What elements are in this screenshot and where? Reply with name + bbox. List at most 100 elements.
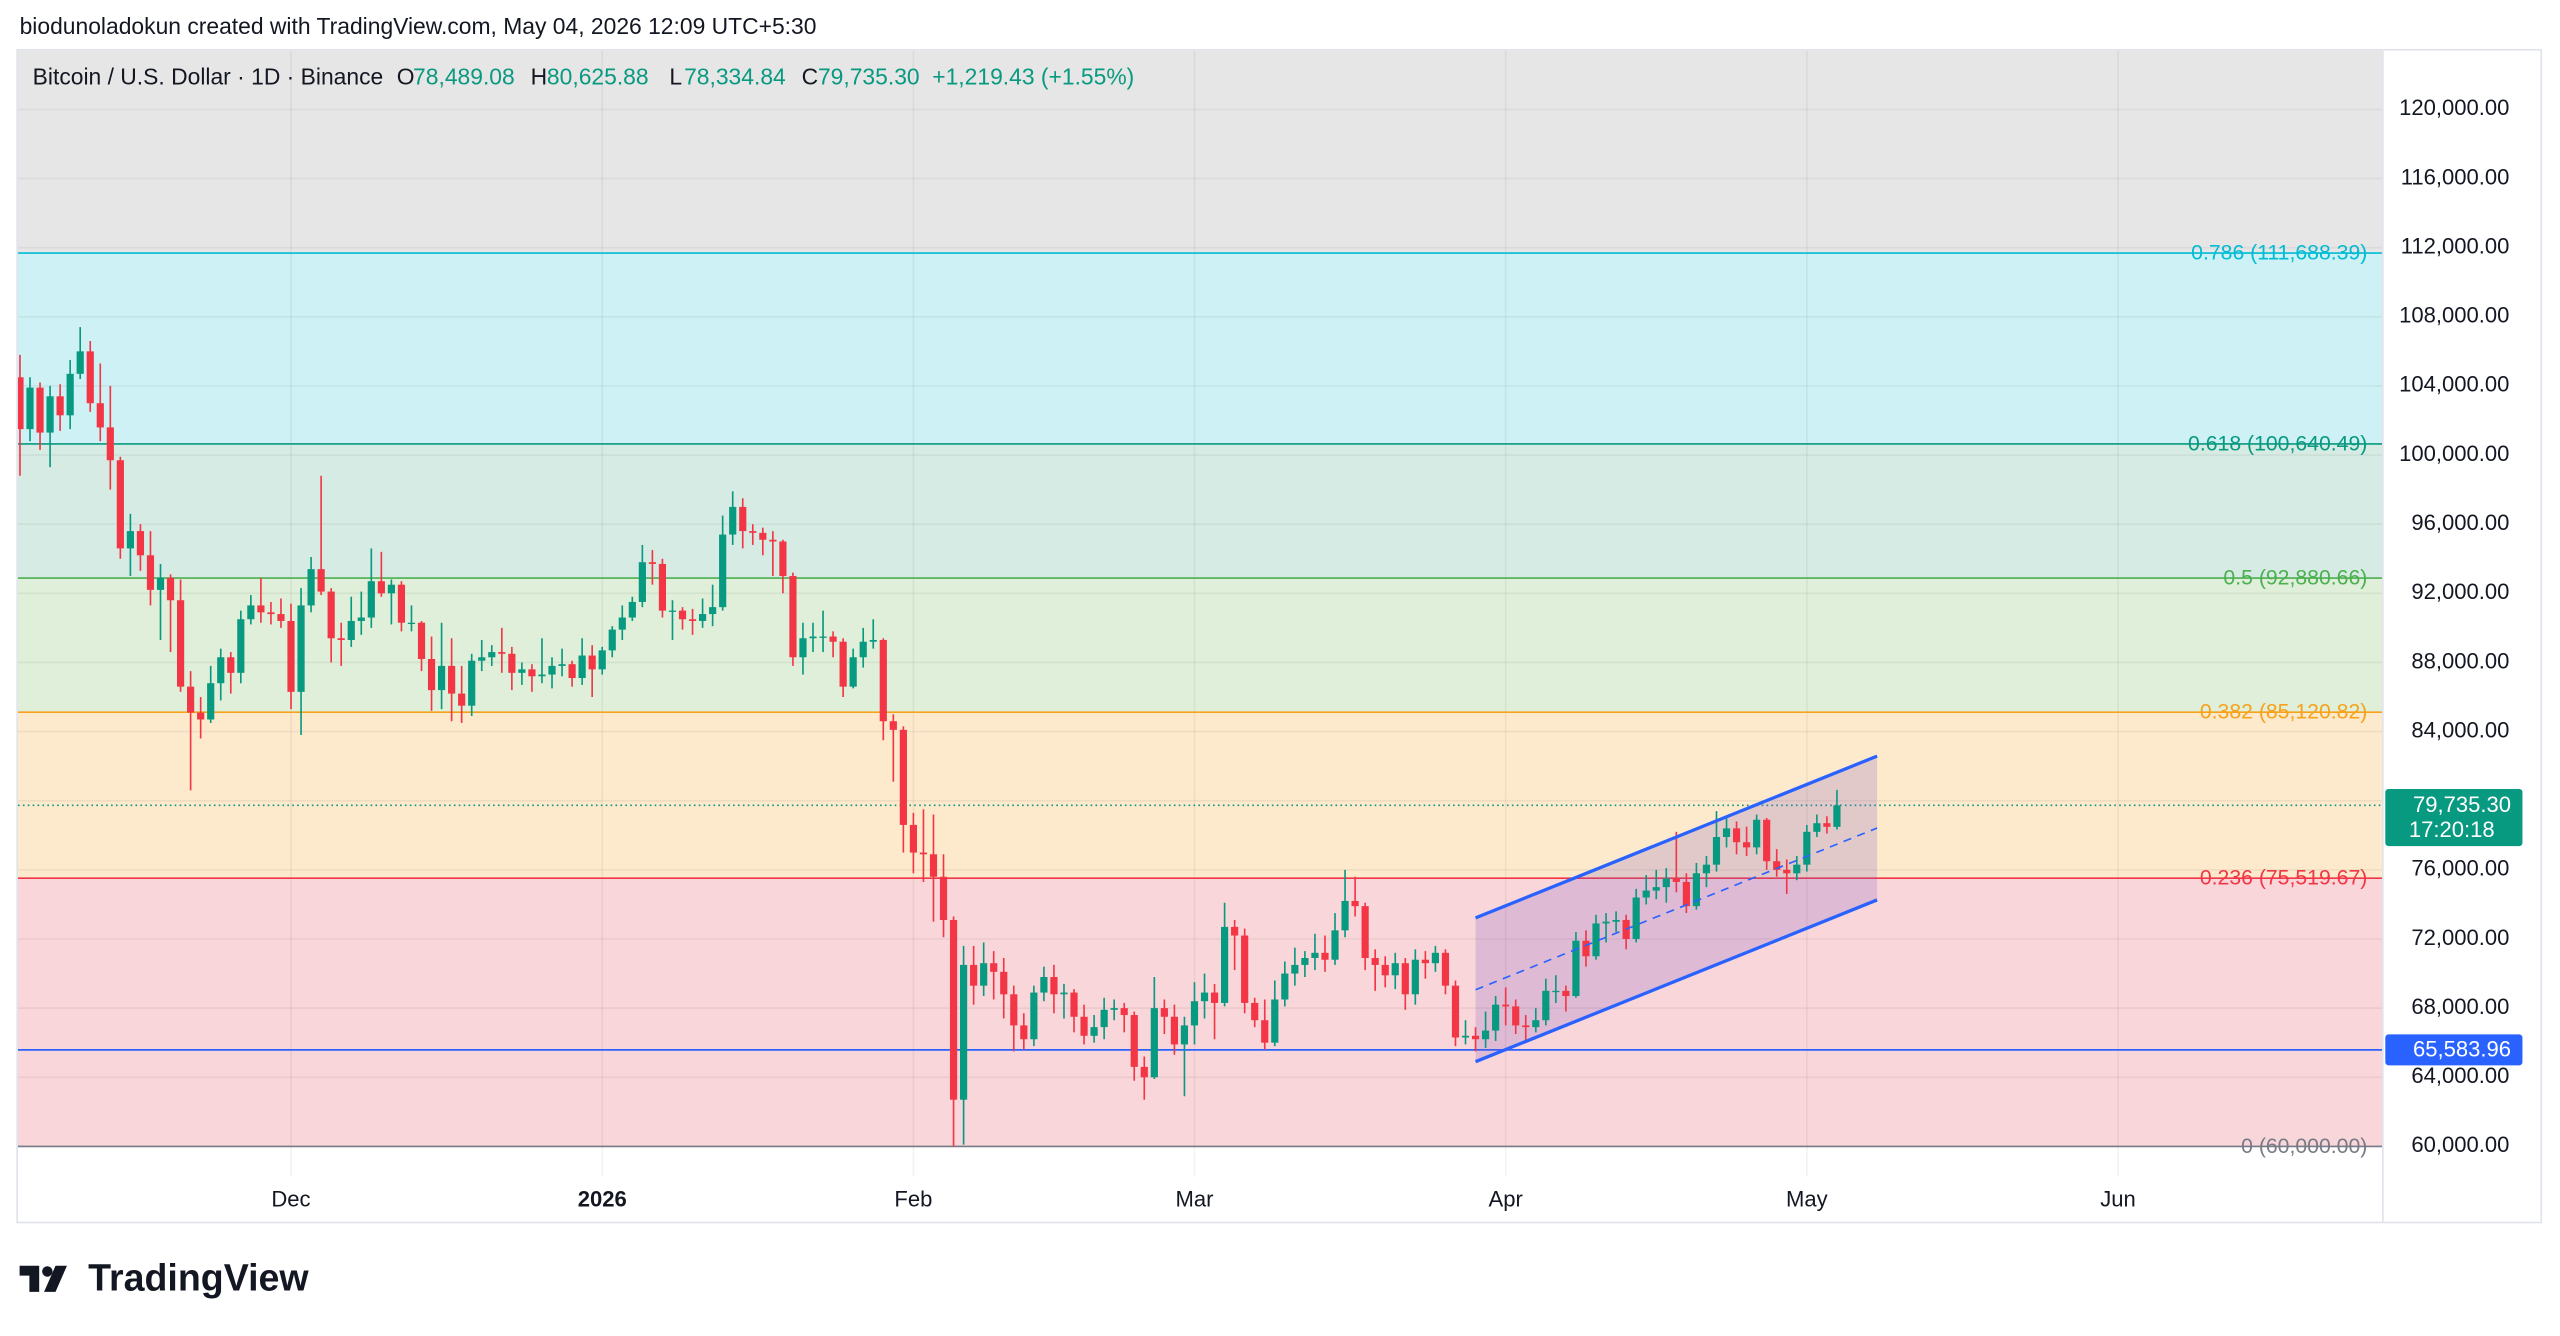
candle-body <box>468 660 476 706</box>
credit: biodunoladokun created with TradingView.… <box>20 13 817 39</box>
candle-body <box>779 541 787 577</box>
candle-body <box>367 581 375 618</box>
candle-body <box>1642 890 1650 898</box>
candle-body <box>548 665 556 675</box>
candle-body <box>417 622 426 660</box>
candle-body <box>849 657 857 687</box>
candle-body <box>146 555 155 590</box>
candle-body <box>819 636 827 638</box>
candle-body <box>970 964 978 986</box>
candle-body <box>1170 1016 1178 1045</box>
candle-body <box>638 562 646 602</box>
quote-value: 79,735.30 <box>818 63 920 89</box>
candle-body <box>488 652 496 658</box>
candle-body <box>1000 971 1008 995</box>
candle-body <box>56 396 64 416</box>
candle-body <box>879 639 887 722</box>
y-tick-label: 108,000.00 <box>2399 303 2509 328</box>
quote-change: +1,219.43 (+1.55%) <box>932 63 1134 89</box>
candle-body <box>1441 952 1450 986</box>
logo-icon <box>19 1265 40 1292</box>
candle-body <box>709 607 717 615</box>
fib-zone <box>17 253 2383 444</box>
candle-body <box>347 620 355 640</box>
fib-label: 0 (60,000.00) <box>2241 1135 2367 1158</box>
y-tick-label: 60,000.00 <box>2411 1132 2509 1157</box>
candle-body <box>1672 878 1680 882</box>
candle-body <box>869 639 877 642</box>
candle-body <box>36 387 44 433</box>
candle-body <box>618 617 626 630</box>
candle-body <box>1582 940 1590 957</box>
candle-body <box>1803 831 1811 865</box>
candle-body <box>1522 1025 1530 1028</box>
x-tick-label: Apr <box>1489 1186 1523 1211</box>
candle-body <box>759 532 767 540</box>
candle-body <box>277 614 285 621</box>
candle-body <box>1502 1004 1510 1007</box>
candle-body <box>1200 992 1209 1002</box>
quote-value: 78,334.84 <box>684 63 786 89</box>
candle-body <box>588 655 596 670</box>
candle-body <box>1793 864 1801 874</box>
fib-label: 0.236 (75,519.67) <box>2200 867 2368 890</box>
candle-body <box>17 377 24 430</box>
y-tick-label: 116,000.00 <box>2401 164 2510 189</box>
candle-body <box>1763 819 1771 862</box>
candle-body <box>237 619 245 673</box>
candle-body <box>207 683 215 720</box>
candle-body <box>558 664 566 666</box>
y-tick-label: 96,000.00 <box>2411 510 2509 535</box>
candle-body <box>1632 897 1640 939</box>
candle-body <box>96 403 104 428</box>
candle-body <box>1070 992 1078 1017</box>
candle-body <box>628 601 636 618</box>
candle-body <box>688 619 697 621</box>
candle-body <box>799 638 807 658</box>
candle-body <box>357 617 365 621</box>
candle-body <box>197 712 205 720</box>
candle-body <box>86 351 94 404</box>
candle-body <box>1010 994 1018 1026</box>
candle-body <box>1421 959 1429 964</box>
candle-body <box>508 653 516 673</box>
quote-key: H <box>531 63 548 89</box>
plot-area <box>17 50 2383 1176</box>
logo: TradingView <box>19 1256 309 1298</box>
candle-body <box>729 506 737 535</box>
candle-body <box>1030 992 1038 1040</box>
candle-body <box>839 641 847 687</box>
candle-body <box>327 591 335 639</box>
x-tick-label: Dec <box>271 1186 310 1211</box>
candle-body <box>1572 940 1580 997</box>
candle-body <box>1241 935 1249 1003</box>
candle-body <box>257 605 265 613</box>
candle-body <box>990 963 998 972</box>
hline-badge-label: 65,583.96 <box>2413 1037 2511 1062</box>
candle-body <box>1020 1025 1028 1040</box>
candle-body <box>1321 952 1329 960</box>
candle-body <box>1471 1035 1480 1040</box>
candle-body <box>1562 990 1570 997</box>
candle-body <box>1140 1066 1148 1078</box>
fib-zone <box>17 878 2383 1147</box>
candle-body <box>287 620 295 692</box>
candle-body <box>1682 881 1690 907</box>
quote-value: 80,625.88 <box>547 63 649 89</box>
candle-body <box>1602 921 1610 924</box>
candle-body <box>648 562 656 564</box>
candle-body <box>949 919 958 1100</box>
logo-text: TradingView <box>88 1256 309 1298</box>
candle-body <box>1221 926 1229 1003</box>
candle-body <box>698 614 707 621</box>
candle-body <box>769 539 777 542</box>
hline-badge <box>2385 1034 2523 1066</box>
candle-body <box>1552 990 1560 993</box>
candle-body <box>397 584 406 623</box>
candle-body <box>1331 930 1339 960</box>
y-tick-label: 88,000.00 <box>2411 648 2509 673</box>
candle-body <box>317 569 325 592</box>
candle-body <box>166 577 175 601</box>
candle-body <box>1060 992 1068 995</box>
